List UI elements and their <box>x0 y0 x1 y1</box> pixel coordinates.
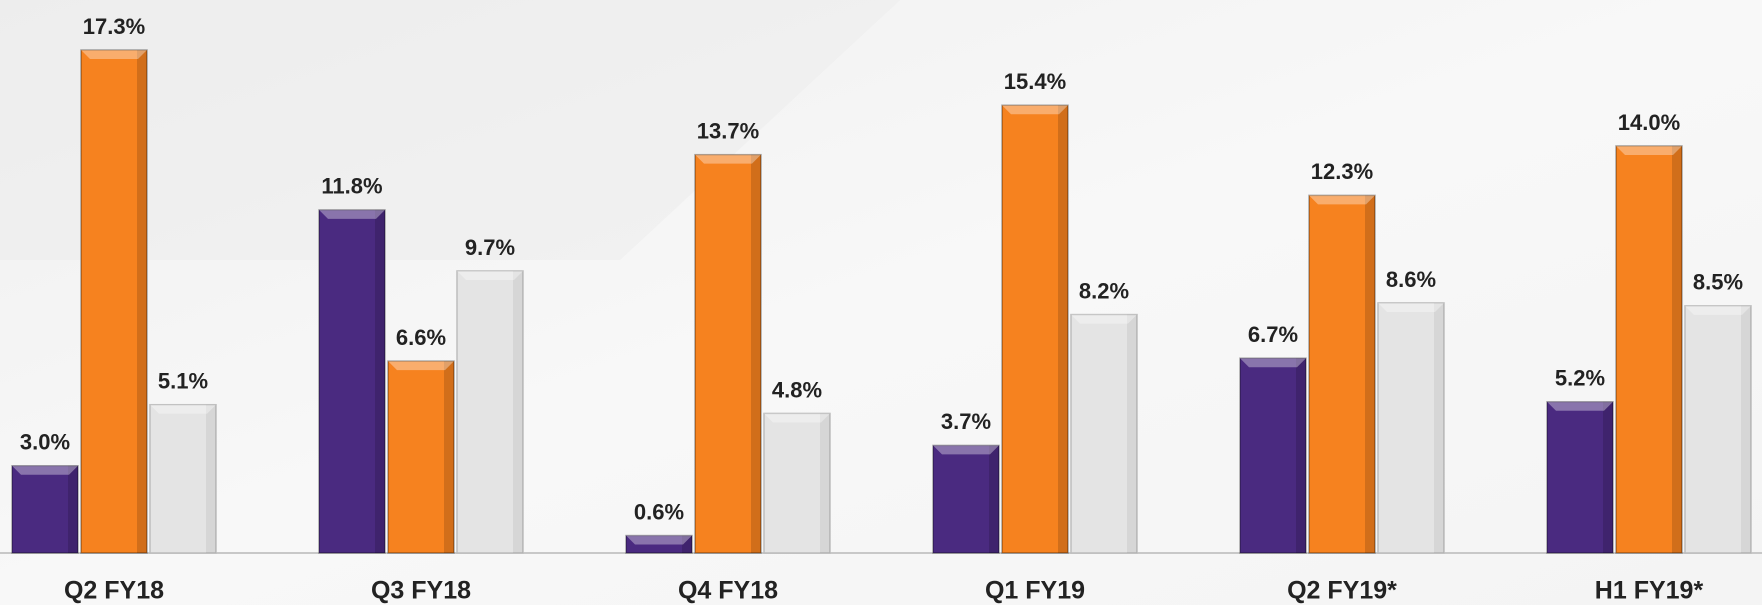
data-label: 8.5% <box>1693 270 1743 295</box>
bar-bevel <box>1002 105 1068 115</box>
bar-bevel <box>695 154 761 164</box>
bar-shade <box>375 209 385 553</box>
data-label: 8.6% <box>1386 267 1436 292</box>
bar <box>11 465 79 554</box>
bar-bevel <box>1547 401 1613 411</box>
bar <box>625 534 693 554</box>
bar <box>932 444 1000 554</box>
bar-bevel <box>1616 145 1682 155</box>
data-label: 4.8% <box>772 377 822 402</box>
bar-bevel <box>388 361 454 371</box>
bar <box>694 153 762 554</box>
bar-bevel <box>764 413 830 423</box>
bar <box>763 412 831 554</box>
background-shape <box>0 0 900 260</box>
x-tick-label: Q3 FY18 <box>371 577 471 605</box>
bar <box>1001 104 1069 554</box>
bar-shade <box>1058 105 1068 554</box>
bar-shade <box>444 361 454 553</box>
bar <box>456 270 524 554</box>
bar-shade <box>751 154 761 553</box>
x-tick-label: H1 FY19* <box>1595 577 1704 605</box>
bar-bevel <box>626 535 692 545</box>
bar-shade <box>1296 358 1306 553</box>
bar <box>1070 313 1138 554</box>
data-label: 6.6% <box>396 325 446 350</box>
x-tick-label: Q1 FY19 <box>985 577 1085 605</box>
bar-bevel <box>81 50 147 59</box>
data-label: 5.2% <box>1555 366 1605 391</box>
bar-shade <box>513 270 523 553</box>
bar-bevel <box>1685 305 1751 315</box>
data-label: 12.3% <box>1311 159 1373 184</box>
data-label: 13.7% <box>697 118 759 143</box>
data-label: 3.7% <box>941 409 991 434</box>
bar-shade <box>137 50 147 553</box>
data-label: 8.2% <box>1079 278 1129 303</box>
x-tick-label: Q2 FY18 <box>64 577 164 605</box>
bar <box>1377 302 1445 554</box>
bar-shade <box>820 413 830 553</box>
bar <box>1308 194 1376 554</box>
bar-shade <box>1127 314 1137 553</box>
bar <box>1546 401 1614 554</box>
bar-shade <box>1741 305 1751 553</box>
data-label: 9.7% <box>465 235 515 260</box>
bar-bevel <box>1309 195 1375 205</box>
x-tick-label: Q4 FY18 <box>678 577 778 605</box>
bar-bevel <box>933 445 999 455</box>
data-label: 5.1% <box>158 369 208 394</box>
bar <box>387 360 455 554</box>
data-label: 14.0% <box>1618 110 1680 135</box>
bar-shade <box>1672 145 1682 553</box>
bar-bevel <box>1071 314 1137 324</box>
bar-shade <box>1434 302 1444 553</box>
bar-shade <box>1365 195 1375 553</box>
bar-shade <box>206 404 216 553</box>
bar-shade <box>1603 401 1613 553</box>
bar <box>80 49 148 554</box>
data-label: 15.4% <box>1004 69 1066 94</box>
data-label: 17.3% <box>83 14 145 39</box>
bar-bevel <box>150 404 216 414</box>
bar <box>1239 357 1307 554</box>
bar-bevel <box>457 270 523 280</box>
bar-shade <box>682 535 692 553</box>
bar <box>318 209 386 554</box>
bar <box>1615 145 1683 554</box>
bar <box>149 403 217 554</box>
x-tick-label: Q2 FY19* <box>1287 577 1397 605</box>
bar-bevel <box>1378 302 1444 312</box>
data-label: 3.0% <box>20 430 70 455</box>
data-label: 11.8% <box>321 174 382 199</box>
bar-shade <box>68 465 78 553</box>
bar-bevel <box>1240 358 1306 368</box>
bar-bevel <box>12 465 78 475</box>
data-label: 0.6% <box>634 499 684 524</box>
bar-shade <box>989 445 999 553</box>
data-label: 6.7% <box>1248 322 1298 347</box>
bar-bevel <box>319 209 385 219</box>
bar <box>1684 305 1752 554</box>
